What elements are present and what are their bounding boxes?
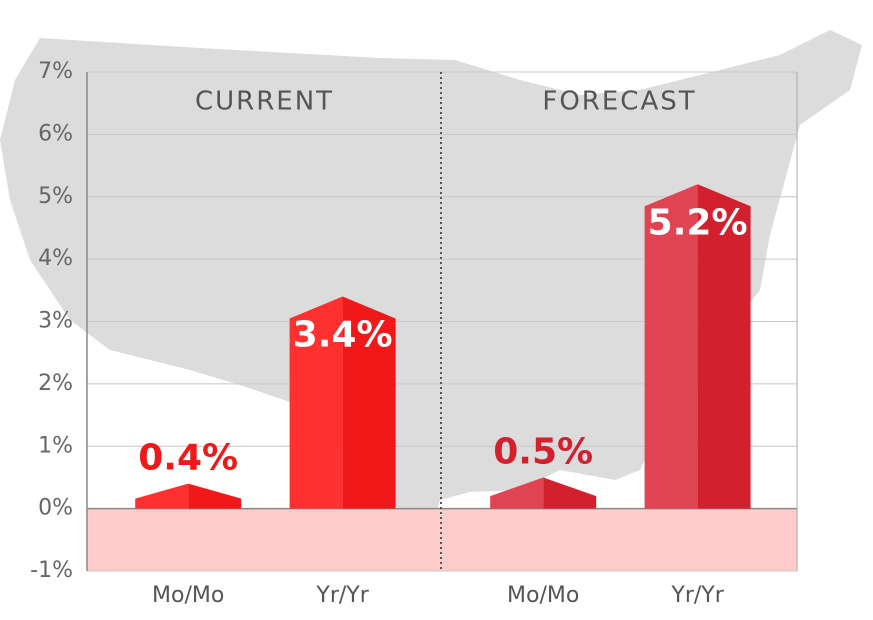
- bar-left-face: [490, 477, 544, 509]
- y-tick-label: 5%: [38, 184, 73, 209]
- bar-left-face: [644, 184, 698, 509]
- bar-left-face: [135, 483, 189, 509]
- bar-left-face: [289, 296, 343, 509]
- y-tick-label: 3%: [38, 309, 73, 334]
- bar: [135, 483, 242, 509]
- x-tick-label: Mo/Mo: [152, 583, 224, 608]
- y-tick-label: 6%: [38, 121, 73, 146]
- x-tick-label: Yr/Yr: [315, 583, 369, 608]
- y-tick-label: 0%: [38, 496, 73, 521]
- value-label: 0.4%: [138, 438, 238, 479]
- value-label: 5.2%: [648, 202, 748, 243]
- bar-right-face: [543, 477, 597, 509]
- y-tick-label: 2%: [38, 371, 73, 396]
- bar: [644, 184, 751, 509]
- negative-zone: [87, 509, 797, 571]
- y-tick-label: 7%: [38, 59, 73, 84]
- y-tick-label: 1%: [38, 433, 73, 458]
- bar: [490, 477, 597, 509]
- value-label: 3.4%: [293, 315, 393, 356]
- y-tick-label: -1%: [30, 558, 73, 583]
- bar-right-face: [188, 483, 242, 509]
- x-tick-label: Mo/Mo: [507, 583, 579, 608]
- bar: [289, 296, 396, 509]
- y-tick-label: 4%: [38, 246, 73, 271]
- group-title: FORECAST: [542, 87, 696, 117]
- group-title: CURRENT: [195, 87, 334, 117]
- x-tick-label: Yr/Yr: [670, 583, 724, 608]
- bar-right-face: [342, 296, 396, 509]
- bar-right-face: [697, 184, 751, 509]
- value-label: 0.5%: [493, 431, 593, 472]
